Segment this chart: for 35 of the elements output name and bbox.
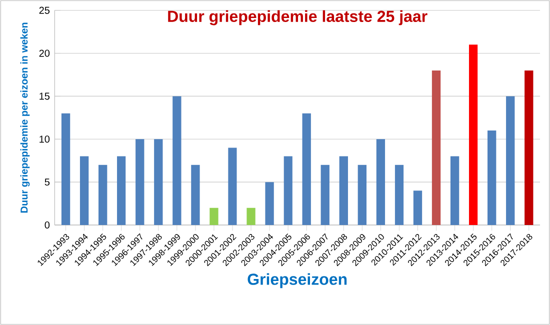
bar <box>136 139 144 225</box>
bar <box>358 164 367 225</box>
bar <box>376 139 386 225</box>
y-tick-label: 20 <box>39 50 50 57</box>
x-axis-title: Griepseizoen <box>248 273 347 288</box>
bar <box>320 164 330 225</box>
bar <box>117 156 126 225</box>
bar <box>506 96 515 225</box>
y-tick-label: 15 <box>40 92 50 100</box>
bar <box>339 156 348 225</box>
bar <box>265 182 274 225</box>
bar <box>172 96 182 225</box>
bar <box>450 156 460 225</box>
bar <box>98 164 108 225</box>
y-tick-label: 0 <box>44 221 50 229</box>
bar <box>284 156 292 225</box>
bar <box>154 139 163 225</box>
bar <box>61 113 70 225</box>
bar <box>210 208 218 225</box>
bar <box>302 113 311 225</box>
y-tick-label: 5 <box>44 178 50 186</box>
bar <box>191 164 200 225</box>
bar <box>524 70 534 225</box>
bar <box>488 130 496 225</box>
bar <box>432 70 441 225</box>
y-axis-title: Duur griepepidemie per eizoen in weken <box>20 22 30 213</box>
bar <box>394 164 404 225</box>
chart-title: Duur griepepidemie laatste 25 jaar <box>168 10 428 26</box>
bar <box>468 44 478 225</box>
bar <box>413 190 422 225</box>
y-tick-label: 25 <box>39 6 50 14</box>
y-tick-label: 10 <box>40 136 50 143</box>
bar <box>246 208 256 225</box>
bar <box>228 148 237 225</box>
bar <box>80 156 89 225</box>
